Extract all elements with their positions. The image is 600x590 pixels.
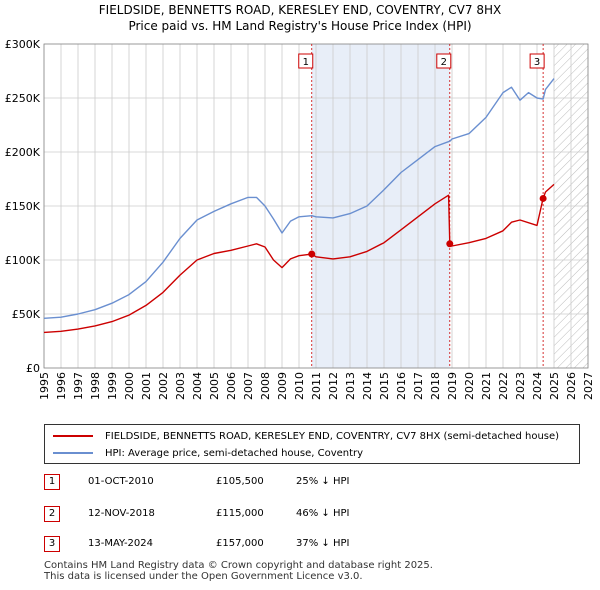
- sale-label-number: 3: [534, 57, 540, 68]
- y-tick-label: £0: [26, 362, 40, 375]
- x-tick-label: 2019: [446, 372, 459, 400]
- sale-label-number: 2: [441, 57, 447, 68]
- x-tick-label: 2027: [582, 372, 595, 400]
- sale-label-number: 1: [303, 57, 309, 68]
- legend: FIELDSIDE, BENNETTS ROAD, KERESLEY END, …: [44, 424, 580, 464]
- x-tick-label: 2004: [191, 372, 204, 400]
- x-tick-label: 1997: [72, 372, 85, 400]
- title-line-1: FIELDSIDE, BENNETTS ROAD, KERESLEY END, …: [98, 3, 502, 17]
- x-tick-label: 2000: [123, 372, 136, 400]
- x-tick-label: 2016: [395, 372, 408, 400]
- sale-point: [539, 194, 547, 202]
- sale-hpi-delta: 37% ↓ HPI: [296, 538, 350, 549]
- chart-title: FIELDSIDE, BENNETTS ROAD, KERESLEY END, …: [0, 2, 600, 34]
- x-tick-label: 1995: [38, 372, 51, 400]
- sale-badge: 3: [44, 536, 60, 552]
- x-tick-label: 2018: [429, 372, 442, 400]
- x-tick-label: 2005: [208, 372, 221, 400]
- x-tick-label: 2007: [242, 372, 255, 400]
- sale-price: £105,500: [216, 476, 264, 487]
- sale-row: 2 12-NOV-2018 £115,000 46% ↓ HPI: [44, 506, 464, 524]
- legend-label-hpi: HPI: Average price, semi-detached house,…: [105, 447, 364, 459]
- sale-point: [446, 240, 454, 248]
- legend-swatch-hpi: [53, 452, 93, 454]
- legend-label-price-paid: FIELDSIDE, BENNETTS ROAD, KERESLEY END, …: [105, 430, 560, 442]
- sale-price: £157,000: [216, 538, 264, 549]
- y-tick-label: £150K: [5, 200, 41, 213]
- price-chart: £0 £50K £100K £150K £200K £250K £300K 1995 1996 1…: [5, 38, 595, 400]
- sale-date: 13-MAY-2024: [88, 538, 154, 549]
- x-tick-label: 2009: [276, 372, 289, 400]
- y-tick-label: £300K: [5, 38, 41, 51]
- x-tick-label: 2006: [225, 372, 238, 400]
- title-line-2: Price paid vs. HM Land Registry's House …: [128, 19, 472, 33]
- footer-line-2: This data is licensed under the Open Gov…: [44, 571, 363, 582]
- sale-date: 12-NOV-2018: [88, 508, 155, 519]
- x-tick-label: 1998: [89, 372, 102, 400]
- x-tick-label: 2001: [140, 372, 153, 400]
- x-tick-label: 2008: [259, 372, 272, 400]
- x-tick-label: 2021: [480, 372, 493, 400]
- plot-frame: [43, 43, 589, 369]
- x-tick-label: 2020: [463, 372, 476, 400]
- x-tick-label: 2025: [548, 372, 561, 400]
- footer-line-1: Contains HM Land Registry data © Crown c…: [44, 560, 433, 571]
- sale-point: [308, 250, 316, 258]
- legend-swatch-price-paid: [53, 435, 93, 437]
- x-tick-label: 2015: [378, 372, 391, 400]
- x-tick-label: 2023: [514, 372, 527, 400]
- legend-item-price-paid: FIELDSIDE, BENNETTS ROAD, KERESLEY END, …: [53, 428, 559, 444]
- sale-row: 3 13-MAY-2024 £157,000 37% ↓ HPI: [44, 536, 464, 554]
- sale-label-box: [529, 53, 545, 69]
- sale-badge: 2: [44, 506, 60, 522]
- x-tick-label: 2010: [293, 372, 306, 400]
- sale-hpi-delta: 25% ↓ HPI: [296, 476, 350, 487]
- x-tick-label: 1996: [55, 372, 68, 400]
- sale-label-box: [436, 53, 452, 69]
- x-tick-label: 2003: [174, 372, 187, 400]
- x-tick-label: 2022: [497, 372, 510, 400]
- sale-hpi-delta: 46% ↓ HPI: [296, 508, 350, 519]
- hpi-line: [43, 78, 555, 319]
- sale-date: 01-OCT-2010: [88, 476, 154, 487]
- y-tick-label: £50K: [12, 308, 41, 321]
- x-tick-label: 2011: [310, 372, 323, 400]
- sale-price: £115,000: [216, 508, 264, 519]
- footer-attribution: Contains HM Land Registry data © Crown c…: [44, 560, 433, 582]
- y-tick-label: £200K: [5, 146, 41, 159]
- x-tick-label: 2024: [531, 372, 544, 400]
- x-tick-label: 2026: [565, 372, 578, 400]
- sale-row: 1 01-OCT-2010 £105,500 25% ↓ HPI: [44, 474, 464, 492]
- sale-label-box: [298, 53, 314, 69]
- y-tick-label: £250K: [5, 92, 41, 105]
- y-tick-label: £100K: [5, 254, 41, 267]
- x-tick-label: 2014: [361, 372, 374, 400]
- x-tick-label: 2002: [157, 372, 170, 400]
- sale-badge: 1: [44, 474, 60, 490]
- x-tick-label: 2017: [412, 372, 425, 400]
- legend-item-hpi: HPI: Average price, semi-detached house,…: [53, 445, 363, 461]
- x-tick-label: 1999: [106, 372, 119, 400]
- x-tick-label: 2013: [344, 372, 357, 400]
- x-tick-label: 2012: [327, 372, 340, 400]
